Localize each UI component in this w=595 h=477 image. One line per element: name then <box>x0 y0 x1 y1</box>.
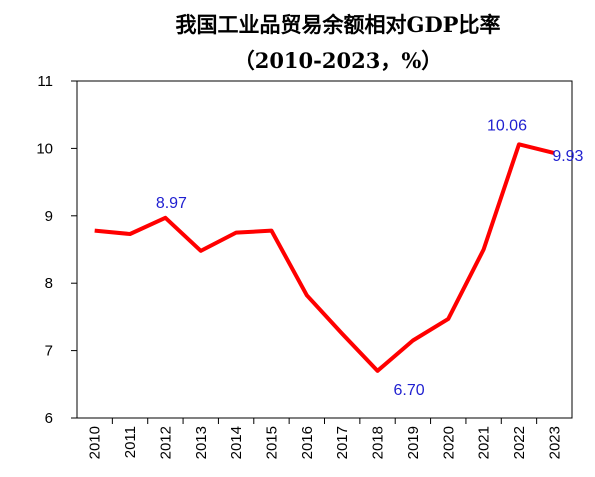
y-tick-label: 9 <box>45 208 53 225</box>
data-label: 10.06 <box>487 117 527 134</box>
x-tick-label: 2010 <box>87 426 104 459</box>
x-tick-label: 2017 <box>334 426 351 459</box>
x-tick-label: 2013 <box>193 426 210 459</box>
x-tick-label: 2012 <box>157 426 174 459</box>
x-tick-label: 2019 <box>405 426 422 459</box>
x-tick-label: 2020 <box>440 426 457 459</box>
chart-title: 我国工业品贸易余额相对GDP比率 <box>176 12 501 37</box>
x-tick-label: 2015 <box>263 426 280 459</box>
y-tick-label: 6 <box>45 410 53 427</box>
data-label: 9.93 <box>552 148 583 165</box>
data-label: 6.70 <box>394 382 425 399</box>
y-tick-label: 8 <box>45 275 53 292</box>
x-tick-label: 2022 <box>511 426 528 459</box>
y-tick-label: 7 <box>45 343 53 360</box>
x-tick-label: 2011 <box>122 426 139 458</box>
x-tick-label: 2021 <box>476 426 493 459</box>
x-tick-label: 2018 <box>370 426 387 459</box>
x-tick-label: 2014 <box>228 426 245 459</box>
line <box>94 142 555 373</box>
data-label: 8.97 <box>156 195 187 212</box>
y-tick-label: 11 <box>37 73 53 90</box>
y-tick-label: 10 <box>36 140 53 157</box>
x-tick-label: 2016 <box>299 426 316 459</box>
x-tick-label: 2023 <box>546 426 563 459</box>
chart-subtitle: （2010-2023，%） <box>234 48 443 73</box>
